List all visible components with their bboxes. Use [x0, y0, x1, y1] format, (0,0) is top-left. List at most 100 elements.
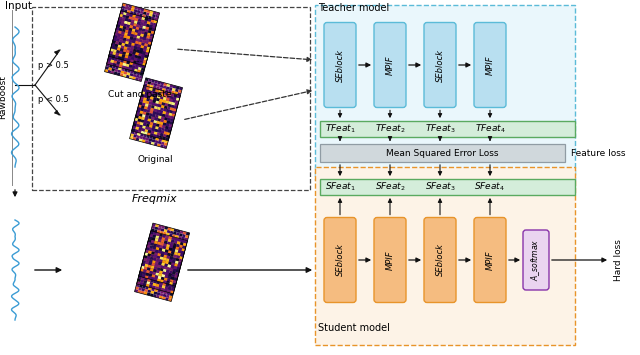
Polygon shape: [149, 259, 153, 262]
Bar: [315, 167, 575, 345]
Polygon shape: [122, 65, 125, 69]
Polygon shape: [159, 270, 163, 273]
Polygon shape: [164, 240, 168, 244]
Polygon shape: [166, 98, 170, 101]
Polygon shape: [163, 97, 167, 100]
Polygon shape: [157, 106, 161, 110]
Polygon shape: [150, 133, 154, 136]
Polygon shape: [141, 262, 145, 266]
Polygon shape: [152, 285, 156, 289]
Polygon shape: [140, 108, 144, 111]
Polygon shape: [150, 121, 154, 125]
Polygon shape: [162, 113, 166, 117]
Polygon shape: [182, 248, 186, 251]
Polygon shape: [133, 60, 137, 63]
Text: $\it{TFeat}_{4}$: $\it{TFeat}_{4}$: [474, 123, 506, 135]
Polygon shape: [147, 95, 151, 99]
Text: $\it{SFeat}_{4}$: $\it{SFeat}_{4}$: [474, 181, 506, 193]
Polygon shape: [153, 245, 157, 249]
Polygon shape: [146, 124, 150, 127]
Polygon shape: [132, 65, 136, 69]
Polygon shape: [136, 112, 140, 116]
Polygon shape: [114, 71, 118, 75]
Polygon shape: [156, 258, 160, 261]
Polygon shape: [159, 258, 163, 262]
Text: Freqmix: Freqmix: [132, 194, 178, 204]
Polygon shape: [157, 289, 161, 293]
Polygon shape: [164, 275, 168, 278]
Polygon shape: [136, 284, 140, 287]
Polygon shape: [152, 274, 156, 277]
Polygon shape: [178, 249, 182, 253]
Polygon shape: [158, 250, 162, 253]
Polygon shape: [156, 112, 159, 115]
Polygon shape: [144, 43, 148, 47]
Polygon shape: [161, 119, 164, 122]
Polygon shape: [161, 253, 164, 257]
Polygon shape: [152, 274, 156, 277]
Polygon shape: [125, 40, 129, 44]
Polygon shape: [157, 92, 161, 96]
Polygon shape: [145, 289, 148, 292]
Polygon shape: [167, 132, 170, 135]
Polygon shape: [140, 47, 143, 51]
Polygon shape: [177, 266, 180, 270]
Polygon shape: [161, 82, 164, 85]
Polygon shape: [173, 265, 177, 269]
Polygon shape: [168, 298, 172, 301]
Polygon shape: [156, 235, 159, 239]
Polygon shape: [110, 48, 114, 51]
Polygon shape: [145, 137, 149, 141]
Polygon shape: [115, 29, 119, 33]
Polygon shape: [149, 99, 153, 102]
Polygon shape: [118, 44, 122, 48]
Polygon shape: [126, 13, 130, 16]
Polygon shape: [142, 62, 146, 66]
Polygon shape: [154, 129, 158, 132]
Polygon shape: [118, 33, 121, 36]
Polygon shape: [141, 117, 145, 120]
Polygon shape: [141, 288, 145, 291]
Polygon shape: [161, 288, 165, 291]
Polygon shape: [170, 242, 174, 246]
Polygon shape: [124, 32, 128, 35]
Polygon shape: [150, 108, 154, 111]
Polygon shape: [147, 47, 150, 50]
Polygon shape: [173, 243, 177, 246]
Polygon shape: [146, 38, 150, 41]
Polygon shape: [129, 50, 133, 54]
Polygon shape: [117, 21, 121, 25]
Polygon shape: [154, 20, 157, 23]
Polygon shape: [139, 50, 143, 53]
Polygon shape: [148, 92, 152, 96]
Polygon shape: [156, 258, 160, 261]
Polygon shape: [138, 78, 142, 82]
Polygon shape: [170, 268, 173, 271]
Polygon shape: [123, 48, 127, 52]
Polygon shape: [127, 35, 131, 39]
Polygon shape: [116, 64, 120, 67]
Polygon shape: [113, 60, 117, 64]
Polygon shape: [152, 91, 156, 94]
Polygon shape: [141, 128, 145, 132]
Polygon shape: [158, 275, 162, 279]
Polygon shape: [167, 95, 171, 98]
Polygon shape: [149, 285, 152, 288]
Polygon shape: [141, 116, 145, 120]
Polygon shape: [156, 244, 160, 247]
Polygon shape: [138, 119, 141, 122]
Polygon shape: [145, 52, 149, 55]
Polygon shape: [127, 72, 131, 76]
Polygon shape: [166, 132, 170, 136]
Polygon shape: [150, 122, 154, 125]
Polygon shape: [159, 271, 163, 274]
Polygon shape: [166, 281, 170, 284]
Polygon shape: [156, 12, 159, 16]
Polygon shape: [111, 68, 115, 71]
Polygon shape: [154, 106, 158, 109]
Polygon shape: [150, 131, 154, 134]
Polygon shape: [136, 38, 140, 41]
Polygon shape: [173, 266, 177, 269]
Polygon shape: [120, 48, 124, 51]
Polygon shape: [131, 45, 134, 48]
